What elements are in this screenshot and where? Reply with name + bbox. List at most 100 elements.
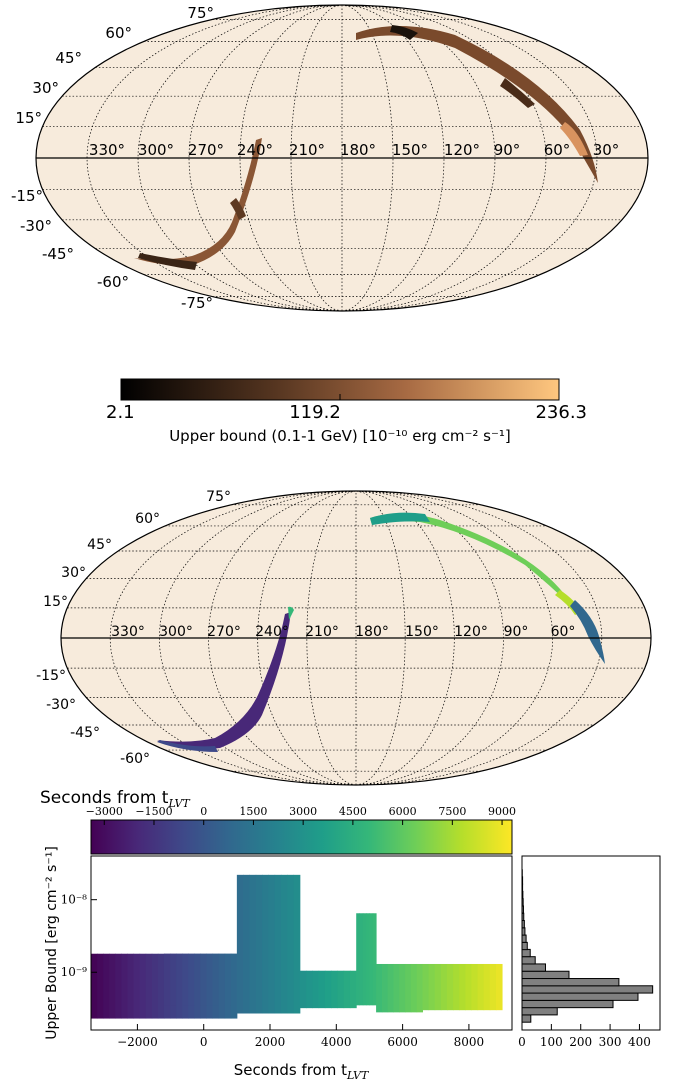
colorbar2-tick-label: −3000 [86, 805, 123, 818]
map2-latitude-label: 45° [87, 537, 112, 553]
map1-graticule [42, 5, 642, 311]
map2-longitude-label: 300° [159, 624, 193, 640]
histogram-bar [521, 934, 527, 943]
scatter-point-cluster [163, 953, 171, 1006]
histogram-x-tick-label: 200 [569, 1035, 592, 1049]
map1-meridian [86, 5, 343, 311]
map2-meridian [158, 491, 357, 785]
scatter-point-cluster [194, 953, 201, 1006]
scatter-point-cluster [399, 963, 406, 1013]
scatter-point-cluster [440, 963, 448, 1011]
map2-longitude-label: 60° [551, 624, 576, 640]
map2-longitude-label: 240° [255, 624, 289, 640]
scatter-point-cluster [453, 963, 460, 1011]
map2-latitude-label: 60° [135, 511, 160, 527]
colorbar-upper-bound: 2.1 119.2 236.3 Upper bound (0.1-1 GeV) [1… [106, 378, 587, 445]
histogram-bar [521, 978, 620, 987]
scatter-point-cluster [495, 963, 503, 1011]
map2-meridian [109, 491, 357, 785]
scatter-point-cluster [230, 953, 238, 1006]
map1-longitude-label: 210° [289, 141, 325, 159]
histogram-bar [521, 948, 531, 958]
map1-band-dark-patch [230, 198, 246, 220]
map2-band-north [370, 513, 570, 605]
scatter-point-cluster [393, 963, 400, 1013]
scatter-point-cluster [369, 913, 374, 1006]
scatter-point-cluster [127, 953, 135, 1019]
sky-map-upper-bound: 330° 300° 270° 240° 210° 180° 150° 120° 90° 60° 30… [11, 4, 649, 312]
scatter-point-cluster [97, 953, 104, 1019]
map2-band-north-tail [570, 600, 605, 664]
scatter-point-cluster [434, 963, 442, 1011]
colorbar1-ticks: 2.1 119.2 236.3 [106, 394, 587, 423]
map1-band-dark-patch [138, 253, 197, 270]
map1-band-dark-patch [500, 78, 535, 108]
scatter-point-cluster [212, 953, 220, 1006]
colorbar2-tick-label: 9000 [488, 805, 516, 818]
map2-meridian [355, 491, 603, 785]
map2-latitude-label: 30° [61, 565, 86, 581]
scatter-point-cluster [206, 953, 214, 1006]
map1-latitude-label: 60° [105, 24, 132, 42]
scatter-point-cluster [349, 970, 357, 1009]
scatter-y-tick-label: 10⁻⁹ [61, 965, 88, 979]
scatter-point-cluster [200, 953, 207, 1006]
colorbar1-tick-label: 2.1 [106, 402, 135, 423]
scatter-point-cluster [337, 970, 345, 1009]
scatter-x-tick-label: 8000 [454, 1035, 485, 1049]
histogram-bars [521, 869, 654, 1023]
scatter-point-cluster [489, 963, 497, 1011]
map1-latitude-label: -15° [11, 187, 43, 205]
scatter-frame [90, 855, 513, 1031]
map1-longitude-labels: 330° 300° 270° 240° 210° 180° 150° 120° 90° 60° 30… [89, 141, 619, 159]
map2-latitude-label: -45° [70, 725, 100, 741]
scatter-point-cluster [410, 963, 418, 1013]
scatter-point-cluster [477, 963, 485, 1011]
map1-latitude-label: 75° [187, 4, 214, 22]
scatter-point-cluster [103, 953, 110, 1019]
map2-longitude-label: 270° [207, 624, 241, 640]
colorbar2-tick-label: 7500 [438, 805, 466, 818]
scatter-x-ticks: −2000 0 2000 4000 6000 8000 [117, 1024, 484, 1049]
upper-bound-vs-time-scatter: −2000 0 2000 4000 6000 8000 10⁻⁹ 10⁻⁸ Seconds … [44, 846, 513, 1082]
histogram-bar [521, 992, 639, 1001]
map1-longitude-label: 330° [89, 141, 125, 159]
scatter-point-cluster [249, 874, 257, 1014]
scatter-point-cluster [446, 963, 454, 1011]
scatter-x-tick-label: 2000 [255, 1035, 286, 1049]
map1-longitude-label: 30° [593, 141, 620, 159]
map1-latitude-label: 15° [15, 109, 42, 127]
scatter-point-cluster [91, 953, 98, 1019]
colorbar2-title: Seconds from tLVT [40, 788, 191, 810]
scatter-point-cluster [109, 953, 116, 1019]
scatter-point-cluster [274, 874, 282, 1014]
scatter-marks [91, 874, 503, 1019]
scatter-point-cluster [243, 874, 250, 1014]
scatter-point-cluster [255, 874, 263, 1014]
histogram-bar [521, 1014, 532, 1023]
colorbar2-tick-label: 3000 [289, 805, 317, 818]
map1-meridian [341, 5, 547, 311]
scatter-y-tick-label: 10⁻⁸ [61, 893, 88, 907]
map2-band-south [157, 612, 291, 749]
histogram-x-tick-label: 300 [599, 1035, 622, 1049]
map1-localization-bands [134, 25, 598, 270]
map1-latitude-label: -45° [42, 245, 74, 263]
map1-meridian [341, 5, 445, 311]
colorbar1-tick-label: 119.2 [289, 402, 341, 423]
scatter-point-cluster [381, 963, 389, 1013]
sky-map-time: 330° 300° 270° 240° 210° 180° 150° 120° 90° 60° 7… [36, 489, 652, 786]
map2-meridian [306, 491, 357, 785]
scatter-point-cluster [359, 913, 364, 1006]
scatter-point-cluster [331, 970, 338, 1009]
scatter-point-cluster [188, 953, 195, 1006]
scatter-point-cluster [299, 970, 307, 1009]
scatter-x-tick-label: −2000 [117, 1035, 158, 1049]
scatter-point-cluster [182, 953, 189, 1006]
scatter-point-cluster [121, 953, 128, 1019]
colorbar1-tick-label: 236.3 [535, 402, 587, 423]
map1-longitude-label: 270° [188, 141, 224, 159]
map2-latitude-labels: 75° 60° 45°30° 15° -15° -30° -45° -60° [36, 489, 231, 767]
map2-meridian [355, 491, 554, 785]
